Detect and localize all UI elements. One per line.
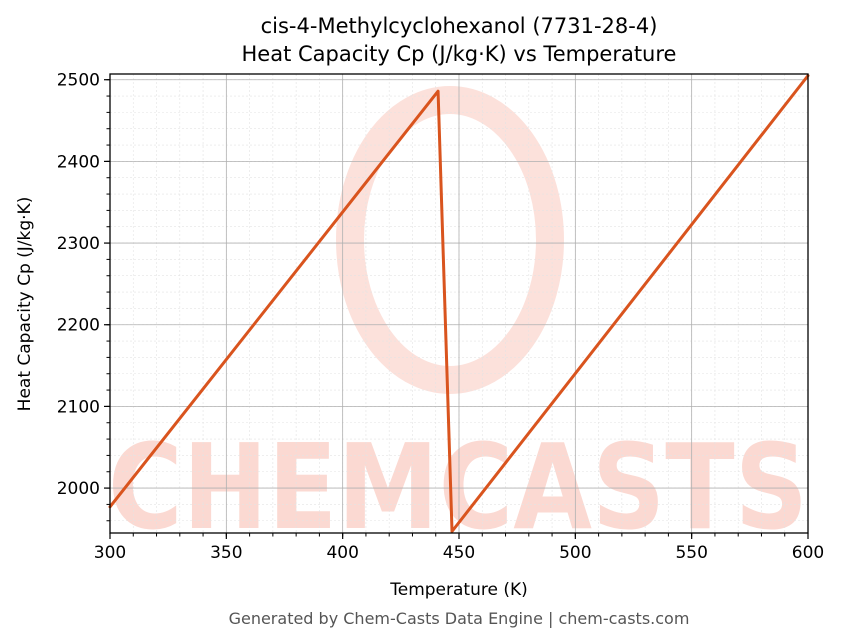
chart-title: cis-4-Methylcyclohexanol (7731-28-4) [261,14,658,38]
y-tick-label: 2500 [57,71,100,91]
y-tick-label: 2100 [57,397,100,417]
axis-ticks [104,79,809,539]
y-tick-labels: 2000 2100 2200 2300 2400 2500 [57,71,100,499]
x-tick-labels: 300 350 400 450 500 550 600 [94,543,824,563]
watermark-swirl-icon [336,86,564,394]
x-tick-label: 400 [326,543,358,563]
x-tick-label: 300 [94,543,126,563]
y-axis-label: Heat Capacity Cp (J/kg·K) [15,197,35,412]
series-layer [108,74,810,533]
watermark-text: CHEMCASTS [108,418,808,556]
x-axis-label: Temperature (K) [389,580,528,600]
watermark: CHEMCASTS [108,86,808,556]
y-tick-label: 2300 [57,234,100,254]
y-tick-label: 2400 [57,152,100,172]
x-tick-label: 600 [792,543,824,563]
x-tick-label: 350 [210,543,242,563]
y-tick-label: 2000 [57,479,100,499]
footer-credit: Generated by Chem-Casts Data Engine | ch… [229,609,690,628]
x-tick-label: 500 [559,543,591,563]
y-tick-label: 2200 [57,316,100,336]
chart-subtitle: Heat Capacity Cp (J/kg·K) vs Temperature [242,42,677,66]
x-tick-label: 550 [675,543,707,563]
series-line [108,74,810,533]
x-tick-label: 450 [443,543,475,563]
